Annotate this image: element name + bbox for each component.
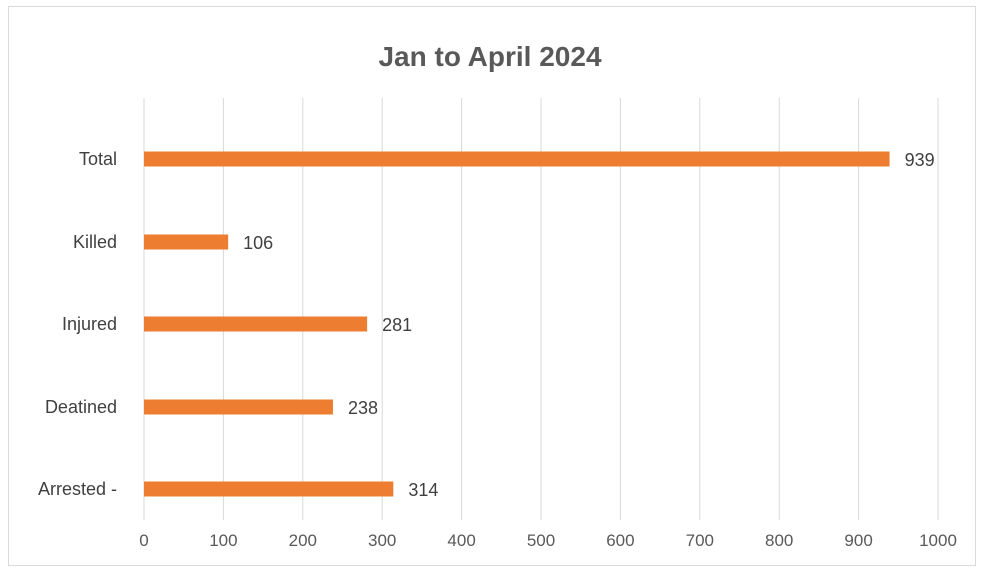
bar xyxy=(144,234,229,250)
bar xyxy=(144,399,333,415)
x-tick-label: 500 xyxy=(527,531,555,550)
data-label: 314 xyxy=(408,480,438,500)
category-label: Killed xyxy=(73,232,117,252)
x-tick-label: 300 xyxy=(368,531,396,550)
grid-lines xyxy=(143,98,939,520)
x-tick-label: 600 xyxy=(606,531,634,550)
data-label: 939 xyxy=(905,150,935,170)
category-labels: Total Killed Injured Deatined Arrested - xyxy=(38,149,117,499)
bars xyxy=(144,151,890,497)
x-tick-label: 0 xyxy=(139,531,148,550)
category-label: Total xyxy=(79,149,117,169)
data-label: 281 xyxy=(382,315,412,335)
bar xyxy=(144,316,368,332)
category-label: Arrested - xyxy=(38,479,117,499)
bar xyxy=(144,151,890,167)
category-label: Deatined xyxy=(45,397,117,417)
x-tick-label: 900 xyxy=(844,531,872,550)
x-tick-label: 200 xyxy=(289,531,317,550)
category-label: Injured xyxy=(62,314,117,334)
x-tick-label: 700 xyxy=(686,531,714,550)
x-tick-label: 1000 xyxy=(919,531,957,550)
data-labels: 939 106 281 238 314 xyxy=(243,150,934,500)
bar xyxy=(144,481,394,497)
data-label: 238 xyxy=(348,398,378,418)
chart-title: Jan to April 2024 xyxy=(378,41,601,72)
x-tick-label: 800 xyxy=(765,531,793,550)
x-tick-label: 100 xyxy=(209,531,237,550)
x-axis-tick-labels: 0 100 200 300 400 500 600 700 800 900 1000 xyxy=(139,531,957,550)
x-tick-label: 400 xyxy=(447,531,475,550)
data-label: 106 xyxy=(243,233,273,253)
chart-frame xyxy=(8,6,976,566)
